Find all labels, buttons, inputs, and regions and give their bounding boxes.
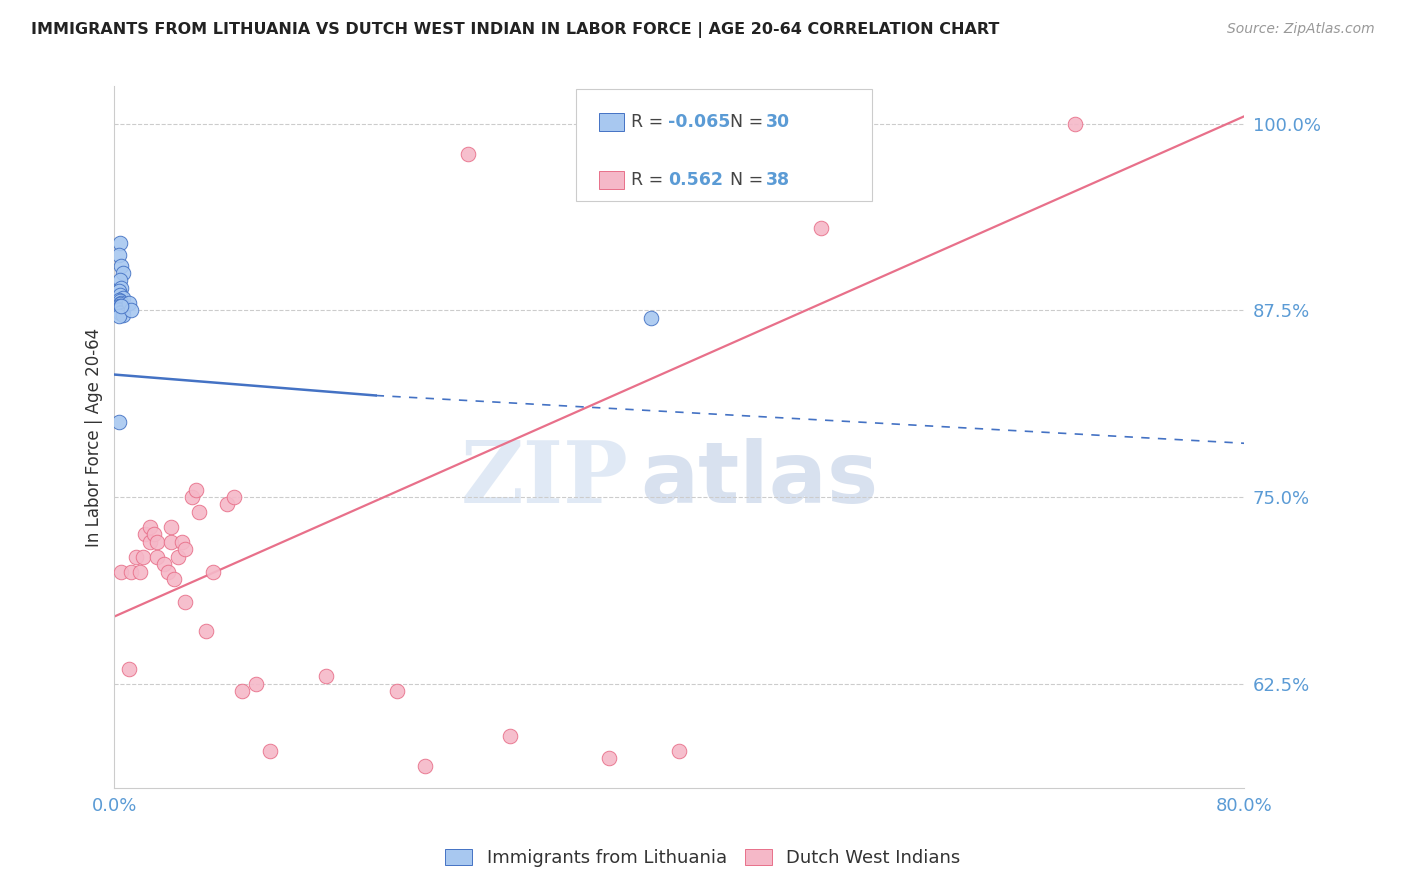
Point [110, 299, 132, 313]
Point [160, 520, 183, 534]
Point [110, 281, 132, 295]
Text: atlas: atlas [640, 438, 879, 521]
Point [131, 549, 153, 564]
Text: R =: R = [631, 171, 669, 189]
Point [108, 297, 131, 311]
Point [138, 520, 160, 534]
Point [245, 676, 267, 690]
Point [810, 221, 832, 235]
Text: R =: R = [631, 113, 669, 131]
Point [110, 301, 132, 316]
Point [413, 759, 436, 773]
Point [174, 542, 197, 557]
Point [111, 266, 134, 280]
Point [231, 684, 253, 698]
Point [110, 305, 132, 319]
Point [107, 284, 129, 298]
Point [146, 534, 169, 549]
Point [153, 558, 176, 572]
Point [160, 534, 183, 549]
Point [107, 301, 129, 316]
Point [499, 729, 522, 743]
Text: N =: N = [730, 113, 769, 131]
Point [107, 310, 129, 324]
Point [120, 565, 142, 579]
Point [111, 292, 134, 306]
Point [108, 301, 131, 315]
Point [134, 527, 156, 541]
Point [128, 565, 150, 579]
Point [668, 744, 690, 758]
Point [181, 490, 204, 504]
Point [186, 483, 208, 497]
Point [224, 490, 246, 504]
Text: Source: ZipAtlas.com: Source: ZipAtlas.com [1227, 22, 1375, 37]
Point [1063, 117, 1085, 131]
Point [174, 594, 197, 608]
Point [107, 303, 129, 318]
Point [110, 296, 132, 310]
Point [110, 565, 132, 579]
Point [108, 273, 131, 287]
Text: N =: N = [730, 171, 769, 189]
Point [124, 549, 146, 564]
Y-axis label: In Labor Force | Age 20-64: In Labor Force | Age 20-64 [86, 327, 103, 547]
Point [640, 310, 662, 325]
Point [107, 293, 129, 307]
Text: IMMIGRANTS FROM LITHUANIA VS DUTCH WEST INDIAN IN LABOR FORCE | AGE 20-64 CORREL: IMMIGRANTS FROM LITHUANIA VS DUTCH WEST … [31, 22, 1000, 38]
Point [108, 288, 131, 302]
Point [195, 624, 218, 639]
Text: -0.065: -0.065 [668, 113, 730, 131]
Point [117, 296, 139, 310]
Point [202, 565, 225, 579]
Point [108, 306, 131, 320]
Point [111, 303, 134, 318]
Point [163, 572, 186, 586]
Point [598, 751, 620, 765]
Point [108, 236, 131, 251]
Point [167, 549, 190, 564]
Point [107, 415, 129, 429]
Point [107, 299, 129, 313]
Point [259, 744, 281, 758]
Point [111, 308, 134, 322]
Point [315, 669, 337, 683]
Point [146, 549, 169, 564]
Point [108, 294, 131, 309]
Point [108, 303, 131, 318]
Point [217, 498, 239, 512]
Text: 38: 38 [766, 171, 790, 189]
Point [157, 565, 180, 579]
Point [138, 534, 160, 549]
Text: ZIP: ZIP [461, 437, 628, 522]
Text: 30: 30 [766, 113, 790, 131]
Point [385, 684, 408, 698]
Point [457, 146, 479, 161]
Point [117, 662, 139, 676]
Point [110, 299, 132, 313]
Point [172, 534, 194, 549]
Point [110, 259, 132, 273]
Point [120, 303, 142, 318]
Text: 0.562: 0.562 [668, 171, 723, 189]
Point [107, 248, 129, 262]
Legend: Immigrants from Lithuania, Dutch West Indians: Immigrants from Lithuania, Dutch West In… [439, 841, 967, 874]
Point [143, 527, 166, 541]
Point [188, 505, 211, 519]
